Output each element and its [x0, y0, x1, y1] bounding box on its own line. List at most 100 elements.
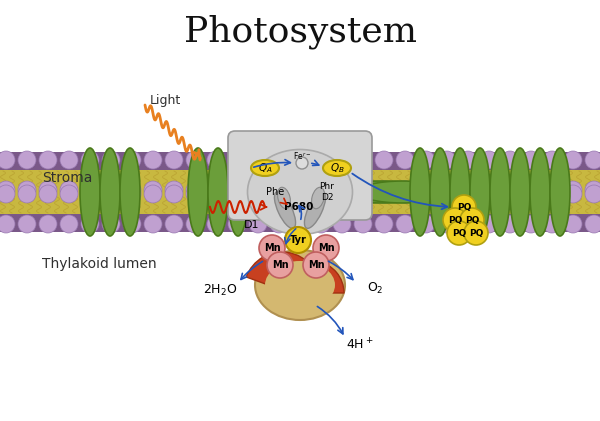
Circle shape [123, 151, 141, 169]
Circle shape [303, 252, 329, 278]
Circle shape [18, 185, 36, 203]
Circle shape [0, 185, 15, 203]
Circle shape [522, 215, 540, 233]
Ellipse shape [338, 181, 426, 203]
Ellipse shape [265, 261, 335, 309]
Circle shape [543, 181, 561, 199]
Ellipse shape [530, 148, 550, 236]
Ellipse shape [470, 148, 490, 236]
Circle shape [501, 185, 519, 203]
Circle shape [123, 215, 141, 233]
Circle shape [312, 151, 330, 169]
Ellipse shape [311, 187, 325, 209]
Circle shape [375, 215, 393, 233]
Ellipse shape [450, 148, 470, 236]
Circle shape [207, 185, 225, 203]
Circle shape [81, 151, 99, 169]
Circle shape [81, 185, 99, 203]
Circle shape [564, 215, 582, 233]
Text: Mn: Mn [317, 243, 334, 253]
Circle shape [375, 151, 393, 169]
Circle shape [60, 181, 78, 199]
Ellipse shape [323, 160, 351, 176]
Circle shape [417, 151, 435, 169]
Circle shape [501, 215, 519, 233]
Circle shape [438, 181, 456, 199]
Text: Mn: Mn [272, 260, 289, 270]
Circle shape [102, 215, 120, 233]
Circle shape [443, 208, 467, 232]
Ellipse shape [490, 148, 510, 236]
Circle shape [60, 215, 78, 233]
Circle shape [186, 215, 204, 233]
Circle shape [60, 185, 78, 203]
Circle shape [417, 185, 435, 203]
Circle shape [228, 151, 246, 169]
Circle shape [333, 181, 351, 199]
Circle shape [438, 185, 456, 203]
Ellipse shape [550, 148, 570, 236]
Circle shape [417, 181, 435, 199]
Circle shape [396, 151, 414, 169]
Ellipse shape [228, 148, 248, 236]
Text: Fe$^{r-}$: Fe$^{r-}$ [293, 150, 311, 162]
Circle shape [186, 181, 204, 199]
Circle shape [144, 185, 162, 203]
Circle shape [354, 215, 372, 233]
Text: PQ: PQ [469, 229, 483, 237]
Circle shape [270, 215, 288, 233]
Circle shape [312, 185, 330, 203]
Circle shape [354, 185, 372, 203]
Ellipse shape [120, 148, 140, 236]
Circle shape [464, 221, 488, 245]
Circle shape [0, 151, 15, 169]
Text: O$_2$: O$_2$ [367, 280, 383, 296]
Circle shape [39, 215, 57, 233]
Circle shape [375, 181, 393, 199]
Text: $Q_A$: $Q_A$ [257, 161, 272, 175]
Circle shape [270, 151, 288, 169]
Circle shape [333, 151, 351, 169]
Ellipse shape [255, 250, 345, 320]
Text: Photosystem: Photosystem [184, 15, 416, 49]
Text: PQ: PQ [448, 216, 462, 224]
Circle shape [291, 215, 309, 233]
Circle shape [259, 235, 285, 261]
Circle shape [543, 185, 561, 203]
Circle shape [285, 227, 311, 253]
Circle shape [102, 185, 120, 203]
Circle shape [396, 181, 414, 199]
Circle shape [313, 235, 339, 261]
Circle shape [585, 181, 600, 199]
Circle shape [543, 215, 561, 233]
Circle shape [18, 215, 36, 233]
Ellipse shape [188, 148, 208, 236]
Text: D1: D1 [244, 220, 260, 230]
Text: PQ: PQ [452, 229, 466, 237]
Circle shape [0, 215, 15, 233]
Circle shape [459, 215, 477, 233]
Ellipse shape [304, 192, 326, 228]
Bar [0, 170, 600, 214]
Circle shape [312, 215, 330, 233]
Circle shape [480, 215, 498, 233]
Circle shape [438, 215, 456, 233]
Bar [0, 152, 600, 232]
Circle shape [18, 151, 36, 169]
Ellipse shape [318, 181, 406, 203]
Circle shape [501, 181, 519, 199]
Circle shape [186, 151, 204, 169]
Circle shape [249, 215, 267, 233]
Circle shape [585, 151, 600, 169]
Ellipse shape [274, 192, 296, 228]
Circle shape [165, 185, 183, 203]
Circle shape [207, 181, 225, 199]
Circle shape [123, 185, 141, 203]
Circle shape [438, 151, 456, 169]
Text: Mn: Mn [263, 243, 280, 253]
Text: Phe: Phe [266, 187, 284, 197]
Circle shape [18, 181, 36, 199]
Circle shape [60, 151, 78, 169]
Circle shape [207, 151, 225, 169]
Circle shape [459, 181, 477, 199]
